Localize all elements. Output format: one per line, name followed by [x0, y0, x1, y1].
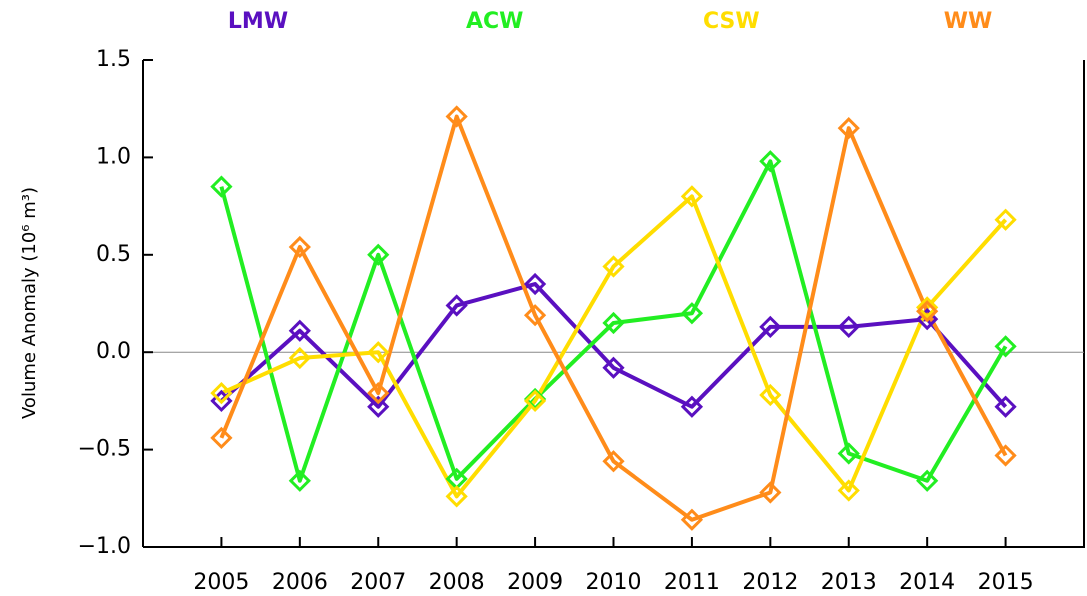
x-tick-label: 2007	[350, 570, 406, 595]
marker	[602, 311, 625, 335]
marker	[523, 304, 547, 327]
marker	[994, 395, 1017, 418]
marker	[837, 117, 860, 140]
marker	[837, 315, 860, 338]
y-tick-label: 0.5	[96, 242, 131, 267]
marker	[367, 243, 390, 266]
marker	[916, 300, 939, 323]
marker	[445, 294, 468, 317]
x-tick-label: 2011	[664, 570, 720, 595]
marker	[837, 479, 860, 502]
y-tick-label: 1.5	[96, 47, 131, 72]
marker	[210, 175, 233, 198]
marker	[445, 485, 468, 508]
marker	[680, 185, 704, 208]
series-line	[219, 114, 1008, 522]
series-line	[220, 282, 1008, 409]
marker	[680, 508, 704, 531]
marker	[288, 469, 311, 492]
marker	[523, 389, 547, 413]
x-tick-label: 2006	[272, 570, 328, 595]
y-axis-label: Volume Anomaly (10⁶ m³)	[19, 187, 40, 419]
legend-entry: WW	[944, 9, 993, 34]
marker	[367, 381, 390, 405]
marker	[680, 302, 704, 325]
marker	[288, 346, 311, 370]
marker	[680, 395, 704, 418]
y-tick-label: −1.0	[78, 534, 131, 559]
legend-entry: LMW	[228, 9, 288, 34]
x-tick-label: 2010	[586, 570, 642, 595]
x-tick-label: 2005	[193, 570, 249, 595]
x-tick-label: 2008	[429, 570, 485, 595]
marker	[602, 255, 625, 278]
legend-entry: CSW	[703, 9, 760, 34]
marker	[210, 426, 233, 450]
x-tick-label: 2012	[742, 570, 798, 595]
marker	[602, 450, 625, 473]
x-tick-label: 2009	[507, 570, 563, 595]
marker	[759, 383, 782, 407]
y-tick-label: 1.0	[96, 144, 131, 169]
y-tick-label: 0.0	[96, 339, 131, 364]
marker	[994, 208, 1017, 231]
marker	[759, 315, 782, 338]
marker	[602, 356, 625, 379]
marker	[916, 296, 939, 319]
marker	[994, 444, 1017, 467]
y-tick-label: −0.5	[78, 437, 131, 462]
x-tick-label: 2015	[978, 570, 1034, 595]
marker	[210, 381, 233, 405]
marker	[445, 105, 468, 128]
marker	[367, 395, 390, 418]
series-line	[220, 194, 1008, 499]
marker	[837, 442, 860, 465]
marker	[288, 235, 311, 259]
marker	[523, 272, 547, 296]
x-tick-label: 2014	[899, 570, 955, 595]
marker	[994, 335, 1017, 358]
marker	[759, 150, 782, 173]
legend-entry: ACW	[466, 9, 523, 34]
series-line	[219, 159, 1008, 483]
marker	[367, 341, 390, 364]
marker	[288, 319, 311, 342]
x-tick-label: 2013	[821, 570, 877, 595]
marker	[916, 469, 939, 492]
marker	[759, 481, 782, 504]
